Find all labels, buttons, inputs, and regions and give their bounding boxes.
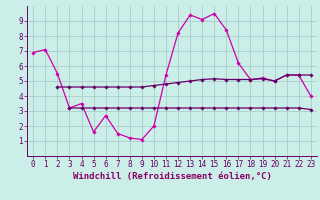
X-axis label: Windchill (Refroidissement éolien,°C): Windchill (Refroidissement éolien,°C) — [73, 172, 271, 181]
